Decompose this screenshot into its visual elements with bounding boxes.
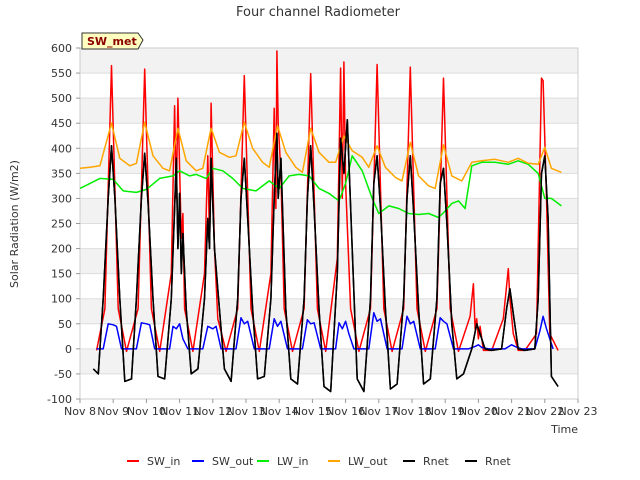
series-line-rnet-5 xyxy=(92,118,559,393)
y-tick-label: 0 xyxy=(65,343,72,356)
legend-label: LW_out xyxy=(348,455,388,468)
x-tick-label: Nov 21 xyxy=(492,405,531,418)
legend-label: Rnet xyxy=(485,455,511,468)
x-tick-label: Nov 12 xyxy=(193,405,232,418)
x-tick-label: Nov 20 xyxy=(459,405,498,418)
y-tick-label: 200 xyxy=(51,243,72,256)
station-badge-text: SW_met xyxy=(87,35,137,48)
legend-label: SW_in xyxy=(147,455,180,468)
x-tick-label: Nov 16 xyxy=(326,405,365,418)
x-tick-label: Nov 15 xyxy=(293,405,332,418)
x-tick-label: Nov 23 xyxy=(559,405,598,418)
x-tick-label: Nov 18 xyxy=(393,405,432,418)
station-badge-box xyxy=(81,32,144,50)
y-tick-label: 450 xyxy=(51,117,72,130)
station-badge: SW_met xyxy=(81,32,144,50)
x-tick-label: Nov 9 xyxy=(97,405,129,418)
y-tick-label: 550 xyxy=(51,67,72,80)
series-lines xyxy=(79,50,562,393)
plot-band xyxy=(80,348,578,374)
x-tick-label: Nov 11 xyxy=(160,405,199,418)
y-tick-label: 350 xyxy=(51,167,72,180)
x-tick-label: Nov 8 xyxy=(64,405,96,418)
x-tick-label: Nov 10 xyxy=(127,405,166,418)
x-tick-label: Nov 13 xyxy=(227,405,266,418)
y-tick-label: 150 xyxy=(51,268,72,281)
y-tick-label: -50 xyxy=(54,368,72,381)
series-line-sw-out-1 xyxy=(96,312,554,350)
y-tick-label: 400 xyxy=(51,142,72,155)
y-axis-ticks: -100 -50 0 50 100 150 200 250 300 350 400 450 500 550… xyxy=(47,42,80,406)
y-tick-label: 100 xyxy=(51,293,72,306)
y-tick-label: 300 xyxy=(51,192,72,205)
plot-bands xyxy=(80,48,578,374)
legend-label: SW_out xyxy=(212,455,254,468)
plot-band xyxy=(80,198,578,224)
x-tick-label: Nov 22 xyxy=(525,405,564,418)
chart-title: Four channel Radiometer xyxy=(236,5,401,20)
y-tick-label: 50 xyxy=(58,318,72,331)
plot-band xyxy=(80,148,578,174)
legend: SW_in SW_out LW_in LW_out Rnet Rnet xyxy=(127,455,511,468)
y-tick-label: -100 xyxy=(47,393,72,406)
legend-label: Rnet xyxy=(423,455,449,468)
plot-band xyxy=(80,48,578,74)
series-line-lw-out-3 xyxy=(79,121,562,190)
x-tick-label: Nov 19 xyxy=(426,405,465,418)
x-tick-label: Nov 17 xyxy=(359,405,398,418)
y-tick-label: 600 xyxy=(51,42,72,55)
x-axis-label: Time xyxy=(550,423,578,436)
plot-band xyxy=(80,248,578,274)
x-tick-label: Nov 14 xyxy=(260,405,299,418)
y-axis-label: Solar Radiation (W/m2) xyxy=(8,160,21,288)
plot-band xyxy=(80,98,578,124)
y-tick-label: 500 xyxy=(51,92,72,105)
legend-label: LW_in xyxy=(277,455,309,468)
y-tick-label: 250 xyxy=(51,218,72,231)
